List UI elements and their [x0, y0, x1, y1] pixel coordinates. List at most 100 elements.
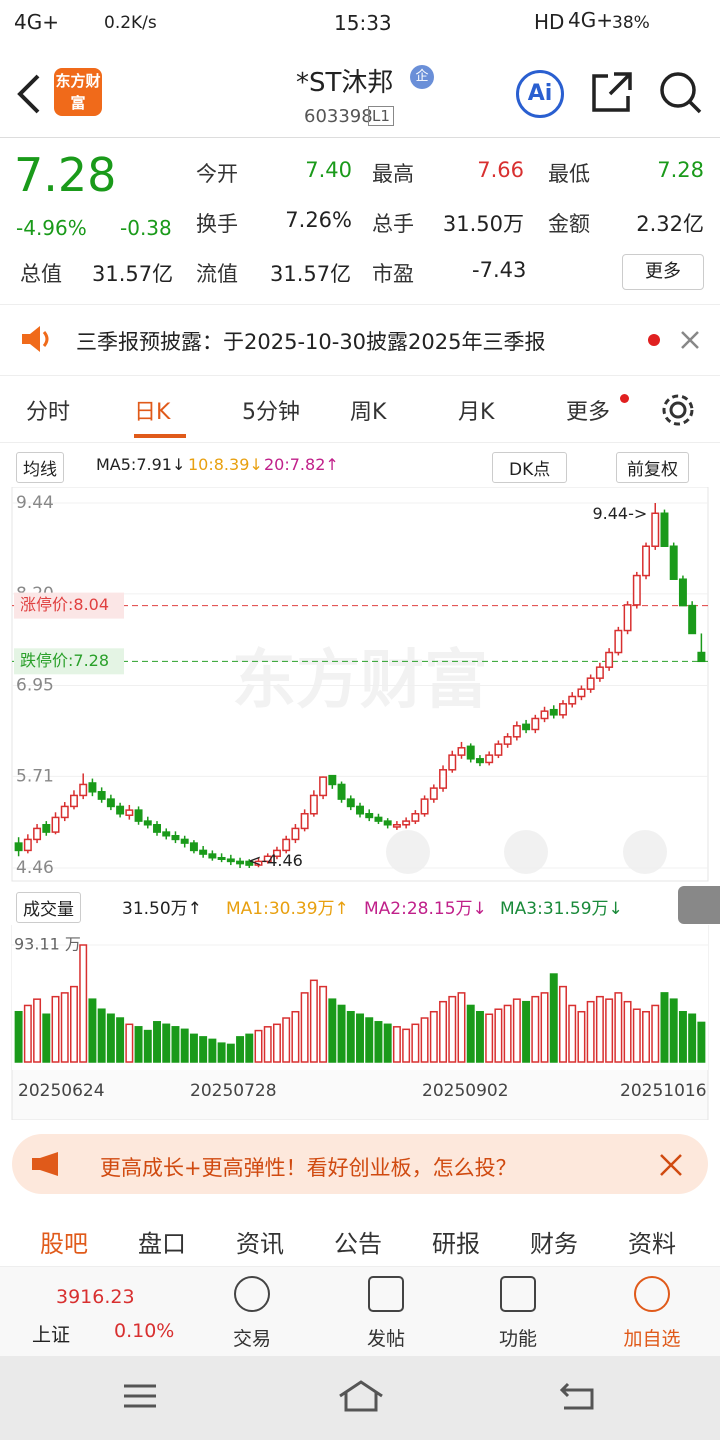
candle-body [346, 798, 355, 808]
share[interactable] [590, 70, 634, 114]
volume-bar [540, 992, 549, 1063]
tab[interactable]: 5分钟 [242, 400, 300, 425]
max-note: 9.44-> [592, 504, 647, 523]
nav-item[interactable]: 发帖 [366, 1328, 405, 1350]
date-label: 20250728 [190, 1081, 277, 1101]
ad-text[interactable]: 更高成长+更高弹性！看好创业板，怎么投？ [100, 1156, 517, 1180]
candle-body [383, 820, 392, 826]
vol: 31.50万↑ [122, 899, 202, 919]
ad-close[interactable] [658, 1152, 684, 1178]
candle-body [189, 842, 198, 852]
volume-bar [586, 1000, 595, 1063]
section-tab[interactable]: 资讯 [236, 1230, 284, 1258]
back[interactable] [14, 72, 44, 116]
search[interactable] [658, 70, 704, 116]
volume-bar [605, 998, 614, 1063]
tab[interactable]: 分时 [26, 400, 71, 425]
price: 7.28 [14, 148, 117, 202]
field-value: -7.43 [472, 258, 527, 282]
notice[interactable]: 三季报预披露：于2025-10-30披露2025年三季报 [76, 330, 546, 354]
volume-bar [420, 1017, 429, 1063]
volume-bar [678, 1010, 687, 1063]
candle-body [448, 754, 457, 771]
field-label: 总值 [20, 262, 62, 286]
limit-label-bg [14, 592, 124, 619]
tab[interactable]: 周K [350, 400, 387, 425]
more-button[interactable]: 更多 [622, 254, 704, 290]
ai-button[interactable]: Ai [516, 70, 564, 118]
section-tab[interactable]: 盘口 [138, 1230, 186, 1258]
net: 4G+ [14, 10, 59, 34]
candle-body [23, 838, 32, 852]
candle-body [60, 805, 69, 819]
section-tab[interactable]: 研报 [432, 1230, 480, 1258]
candle-body [586, 677, 595, 690]
close[interactable] [680, 330, 700, 350]
volume-bar [503, 1004, 512, 1063]
volume-bar [429, 1010, 438, 1063]
candle-body [217, 856, 226, 860]
ad-banner[interactable] [12, 1134, 708, 1194]
tab[interactable]: 更多 [566, 400, 611, 425]
ad-icon [32, 1152, 58, 1176]
adjust-button[interactable]: 前复权 [616, 452, 689, 483]
volume-bar [217, 1042, 226, 1063]
volume-bar [60, 992, 69, 1063]
volume-bar [688, 1013, 697, 1063]
candle-body [180, 838, 189, 844]
section-tab[interactable]: 公告 [334, 1230, 382, 1258]
volume-bar [632, 1008, 641, 1063]
candle-body [540, 710, 549, 720]
section-tab[interactable]: 资料 [628, 1230, 676, 1258]
section-tab[interactable]: 股吧 [40, 1230, 88, 1258]
volume-bar [33, 998, 42, 1063]
index-change: 0.10% [114, 1320, 175, 1342]
candle-body [97, 791, 106, 800]
volume-bar [88, 998, 97, 1063]
candle-body [457, 747, 466, 756]
nav-item[interactable]: 功能 [498, 1328, 537, 1350]
candle-body [605, 651, 614, 668]
y-tick-label: 6.95 [16, 676, 54, 696]
field-label: 最低 [548, 162, 590, 186]
volume-bar [153, 1021, 161, 1063]
level: L1 [368, 106, 394, 126]
candle-body [660, 512, 669, 547]
field-value: 7.40 [305, 158, 352, 182]
tab-dot [620, 394, 629, 403]
candle-body [402, 820, 411, 826]
volume-bar [402, 1028, 411, 1063]
field-value: 7.66 [477, 158, 524, 182]
candle-body [568, 695, 577, 705]
volume-bar [531, 995, 540, 1063]
nav-item[interactable]: 加自选 [623, 1328, 681, 1350]
nav-icon [234, 1276, 270, 1312]
nav-item[interactable]: 交易 [232, 1328, 271, 1350]
menu-key[interactable] [120, 1382, 160, 1412]
tab[interactable]: 日K [134, 400, 171, 425]
ma-menu[interactable]: 均线 [16, 452, 64, 483]
kline-chart[interactable]: 东方财富9.448.206.955.714.46涨停价:8.04跌停价:7.28… [0, 487, 720, 882]
vol-menu[interactable]: 成交量 [16, 892, 81, 923]
volume-bar [51, 995, 60, 1063]
divider [0, 442, 720, 443]
section-tab[interactable]: 财务 [530, 1230, 578, 1258]
candle-body [439, 769, 448, 789]
volume-bar [125, 1023, 134, 1063]
candle-body [33, 827, 42, 841]
collapse[interactable] [678, 886, 720, 924]
candle-body [116, 805, 125, 815]
net2: 4G+ [568, 8, 613, 32]
candle-body [697, 651, 706, 663]
dk-button[interactable]: DK点 [492, 452, 568, 483]
volume-bar [669, 998, 678, 1063]
settings[interactable] [660, 392, 696, 428]
volume-bar [171, 1026, 180, 1063]
back-key[interactable] [558, 1380, 598, 1412]
volume-bar [337, 1004, 346, 1063]
home-key[interactable] [336, 1378, 386, 1414]
tab[interactable]: 月K [458, 400, 495, 425]
field-label: 流值 [196, 262, 238, 286]
nav-button [504, 830, 548, 874]
candle-body [291, 827, 300, 841]
